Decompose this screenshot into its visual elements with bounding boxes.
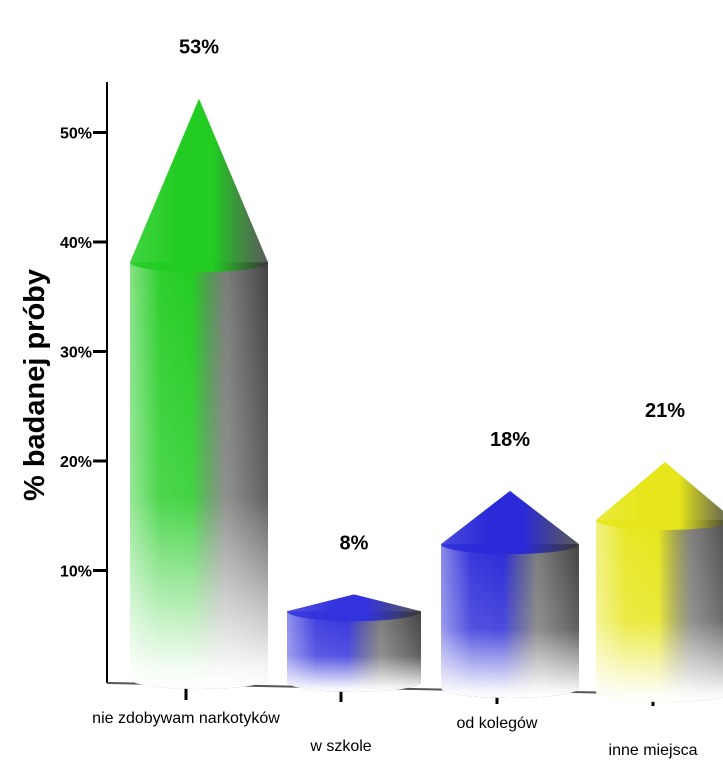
y-tick-label: 20% <box>60 454 92 471</box>
category-label: w szkole <box>309 738 371 755</box>
value-label: 21% <box>645 400 685 422</box>
value-label: 18% <box>490 429 530 451</box>
bar <box>287 594 421 692</box>
bar-cone <box>287 594 421 622</box>
category-label: inne miejsca <box>609 742 698 759</box>
y-axis-label: % badanej próby <box>19 269 51 501</box>
bar-highlight <box>287 611 421 692</box>
bar-highlight <box>441 544 579 698</box>
bar-cone <box>441 490 579 555</box>
bar-highlight <box>130 262 268 689</box>
category-label: od kolegów <box>457 715 538 732</box>
category-label: nie zdobywam narkotyków <box>92 710 280 727</box>
y-tick-label: 10% <box>60 564 92 581</box>
bar-highlight <box>596 519 723 702</box>
bar <box>130 98 268 689</box>
bar <box>441 490 579 698</box>
bar-cone <box>130 98 268 273</box>
labels: 53% nie zdobywam narkotyków 8% w szkole 18% o… <box>92 37 697 759</box>
bar-cone <box>596 462 723 530</box>
bar <box>596 462 723 702</box>
value-label: 8% <box>340 532 369 554</box>
y-tick-label: 50% <box>60 126 92 143</box>
y-tick-label: 30% <box>60 345 92 362</box>
value-label: 53% <box>179 37 219 59</box>
bars <box>130 98 723 702</box>
y-tick-label: 40% <box>60 235 92 252</box>
